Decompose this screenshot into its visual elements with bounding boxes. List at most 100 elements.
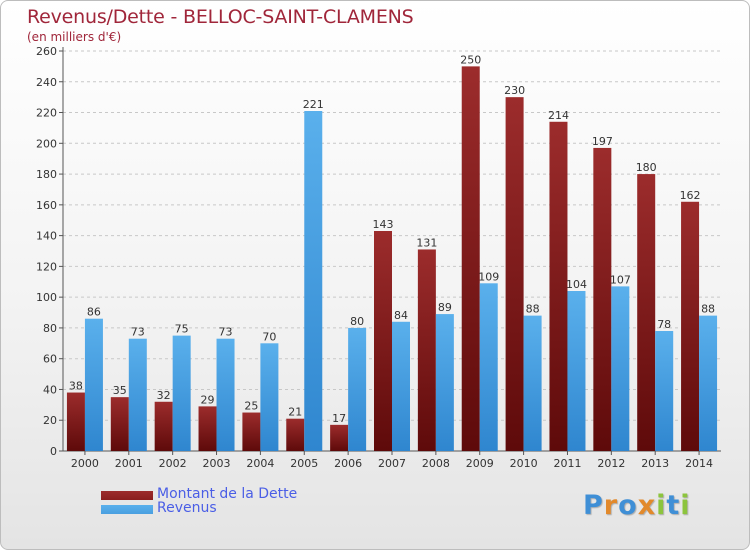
legend-swatch-revenus: [101, 505, 153, 514]
logo-letter: t: [666, 490, 681, 521]
bar-revenus-2001: [128, 338, 147, 451]
label-dette-2010: 230: [504, 84, 525, 97]
label-revenus-2009: 109: [478, 270, 499, 283]
x-tick-label: 2000: [71, 457, 99, 470]
bar-revenus-2011: [567, 291, 586, 451]
y-tick-label: 20: [43, 414, 57, 427]
label-revenus-2003: 73: [219, 326, 233, 339]
label-dette-2008: 131: [416, 236, 437, 249]
y-tick-label: 240: [36, 76, 57, 89]
logo-letter: r: [603, 490, 619, 521]
x-tick-label: 2009: [466, 457, 494, 470]
label-revenus-2013: 78: [657, 318, 671, 331]
label-dette-2000: 38: [69, 380, 83, 393]
x-tick-label: 2007: [378, 457, 406, 470]
bar-dette-2011: [549, 121, 568, 452]
label-dette-2012: 197: [592, 135, 613, 148]
x-tick-label: 2012: [597, 457, 625, 470]
chart-title: Revenus/Dette - BELLOC-SAINT-CLAMENS: [27, 6, 414, 28]
bar-revenus-2002: [172, 335, 191, 451]
bar-revenus-2004: [260, 343, 279, 451]
x-tick-label: 2003: [203, 457, 231, 470]
bar-revenus-2009: [479, 283, 498, 451]
y-tick-label: 200: [36, 137, 57, 150]
bar-revenus-2008: [435, 314, 454, 451]
y-tick-label: 100: [36, 291, 57, 304]
label-dette-2013: 180: [636, 161, 657, 174]
y-tick-label: 260: [36, 45, 57, 58]
label-dette-2014: 162: [680, 189, 701, 202]
y-tick-label: 0: [50, 445, 57, 458]
y-tick-label: 160: [36, 199, 57, 212]
bar-revenus-2000: [84, 318, 103, 451]
bar-revenus-2013: [655, 331, 674, 451]
bar-dette-2004: [242, 412, 261, 451]
label-dette-2001: 35: [113, 384, 127, 397]
y-tick-label: 40: [43, 383, 57, 396]
label-revenus-2010: 88: [526, 303, 540, 316]
bar-dette-2013: [637, 174, 656, 452]
label-revenus-2000: 86: [87, 306, 101, 319]
legend-label-revenus: Revenus: [157, 500, 217, 516]
y-tick-label: 80: [43, 322, 57, 335]
legend-swatch-dette: [101, 491, 153, 500]
bar-revenus-2007: [392, 321, 410, 451]
label-revenus-2011: 104: [566, 278, 587, 291]
x-tick-label: 2008: [422, 457, 450, 470]
bar-dette-2007: [374, 231, 392, 451]
logo-letter: P: [583, 490, 604, 521]
bar-dette-2005: [286, 418, 305, 451]
x-tick-label: 2001: [115, 457, 143, 470]
bar-dette-2006: [330, 424, 349, 451]
bar-revenus-2012: [611, 286, 630, 451]
logo-letter: i: [656, 490, 667, 521]
x-tick-label: 2011: [553, 457, 581, 470]
x-tick-label: 2006: [334, 457, 362, 470]
y-tick-label: 140: [36, 230, 57, 243]
bar-revenus-2006: [348, 327, 367, 451]
label-dette-2007: 143: [373, 218, 394, 231]
x-tick-label: 2010: [510, 457, 538, 470]
x-tick-label: 2005: [290, 457, 318, 470]
chart-subtitle: (en milliers d'€): [27, 30, 122, 44]
label-revenus-2014: 88: [701, 303, 715, 316]
bar-dette-2012: [593, 147, 612, 451]
label-revenus-2012: 107: [610, 273, 631, 286]
x-tick-label: 2004: [246, 457, 274, 470]
bar-dette-2014: [681, 201, 700, 451]
label-dette-2005: 21: [288, 406, 302, 419]
logo-letter: i: [680, 490, 691, 521]
y-tick-label: 220: [36, 107, 57, 120]
bars: [66, 66, 718, 452]
x-tick-label: 2002: [159, 457, 187, 470]
bar-dette-2000: [66, 392, 85, 451]
bar-dette-2008: [417, 249, 436, 451]
logo-letter: x: [637, 490, 657, 521]
bar-revenus-2005: [304, 111, 323, 451]
label-dette-2006: 17: [332, 412, 346, 425]
bar-revenus-2010: [523, 315, 542, 451]
label-revenus-2001: 73: [131, 326, 145, 339]
label-revenus-2006: 80: [350, 315, 364, 328]
bar-dette-2010: [505, 97, 524, 452]
bar-revenus-2003: [216, 338, 235, 451]
bar-dette-2002: [154, 401, 173, 451]
bar-dette-2003: [198, 406, 217, 451]
label-revenus-2008: 89: [438, 301, 452, 314]
x-tick-label: 2014: [685, 457, 713, 470]
label-dette-2002: 32: [157, 389, 171, 402]
bar-revenus-2014: [699, 315, 718, 451]
label-dette-2011: 214: [548, 109, 569, 122]
label-revenus-2002: 75: [175, 323, 189, 336]
label-revenus-2007: 84: [394, 309, 408, 322]
logo-letter: o: [618, 490, 638, 521]
data-labels: 38 86 35 73 32 75 29 73 25 70 21 221 17 80 143 84 131 89 2…: [69, 53, 715, 424]
bar-dette-2001: [110, 397, 129, 451]
label-dette-2003: 29: [201, 393, 215, 406]
bar-dette-2009: [461, 66, 480, 451]
y-tick-label: 60: [43, 353, 57, 366]
y-tick-label: 120: [36, 260, 57, 273]
label-dette-2009: 250: [460, 53, 481, 66]
